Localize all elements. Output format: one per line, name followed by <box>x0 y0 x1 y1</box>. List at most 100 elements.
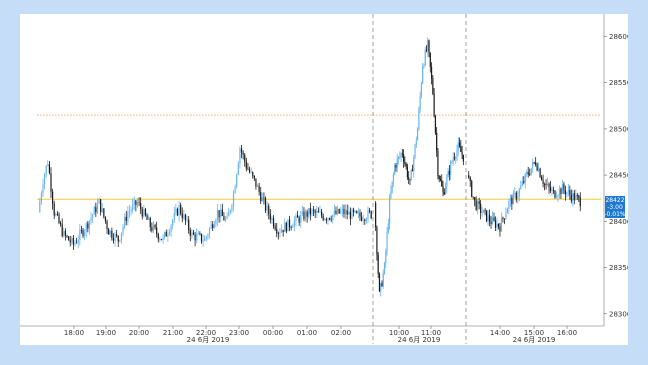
candle <box>296 210 299 218</box>
candle <box>207 233 209 241</box>
candle <box>247 162 249 171</box>
candle <box>317 207 319 213</box>
candle-body <box>45 165 47 175</box>
candle <box>277 231 279 240</box>
candle <box>461 145 463 160</box>
candle <box>208 227 211 239</box>
candle-body <box>44 174 46 185</box>
candle <box>430 62 433 85</box>
candle <box>413 155 415 178</box>
candle <box>156 221 158 238</box>
candle <box>72 235 75 250</box>
candle-body <box>178 204 180 216</box>
candle-body <box>292 226 294 228</box>
y-tick-label: 28450 <box>609 172 628 180</box>
candle <box>540 175 543 181</box>
candle-body <box>573 193 575 201</box>
candle <box>66 234 68 239</box>
candle <box>472 196 474 200</box>
candle-body <box>109 230 111 235</box>
candle <box>159 236 161 243</box>
candle-body <box>343 208 345 215</box>
candle-body <box>236 174 238 187</box>
candle-body <box>210 224 212 229</box>
candle <box>436 127 438 157</box>
candle <box>539 167 541 178</box>
x-tick-label: 23:00 <box>229 329 249 337</box>
candle-body <box>549 187 552 191</box>
candle <box>364 218 366 225</box>
candle <box>437 148 439 180</box>
candle-body <box>437 150 439 176</box>
candle <box>64 228 67 241</box>
candle-body <box>276 229 278 234</box>
candle-body <box>503 218 506 220</box>
candle <box>127 206 129 226</box>
candle-body <box>180 204 182 214</box>
candle-body <box>77 240 79 243</box>
candle <box>322 213 324 222</box>
candle-body <box>122 226 124 233</box>
candle <box>95 202 97 217</box>
candle-body <box>80 230 83 231</box>
candle-body <box>168 232 171 235</box>
candle-body <box>170 225 172 233</box>
candle-body <box>362 219 364 221</box>
candle-body <box>143 208 145 217</box>
x-date-label: 24 6月 2019 <box>187 336 230 344</box>
candle-body <box>191 232 193 236</box>
candle-body <box>413 156 415 172</box>
candle-body <box>390 191 392 199</box>
x-date-label: 24 6月 2019 <box>398 336 441 344</box>
candle-body <box>228 212 230 217</box>
candle <box>414 143 416 160</box>
candle <box>403 149 405 168</box>
candle-body <box>570 194 572 201</box>
candle <box>343 204 345 218</box>
candle <box>256 183 259 187</box>
candle <box>328 217 331 221</box>
last-price-readout-line: -3.00 <box>607 204 623 211</box>
candle-body <box>216 210 219 221</box>
candle <box>517 190 519 204</box>
candle-body <box>375 202 377 228</box>
chart-panel: 28300 28350 28400 28450 28500 28550 28600 18:0… <box>20 14 628 345</box>
candle <box>335 206 337 215</box>
candle <box>499 222 501 237</box>
candle-body <box>320 211 323 216</box>
candle-body <box>221 209 223 216</box>
candle <box>382 269 384 289</box>
candle-body <box>520 185 522 190</box>
candle <box>316 205 318 218</box>
candle-body <box>514 192 516 194</box>
candle-body <box>397 156 400 159</box>
candle-body <box>497 223 500 227</box>
candle-body <box>71 237 73 243</box>
candle <box>293 216 295 232</box>
candle <box>292 223 294 228</box>
candle <box>287 219 289 232</box>
candle-body <box>146 215 148 220</box>
candle-body <box>279 232 281 234</box>
candle <box>570 189 572 204</box>
candle <box>112 233 115 244</box>
candle-body <box>165 232 167 237</box>
candle-body <box>462 154 464 162</box>
candle-body <box>60 223 62 225</box>
candle-body <box>263 197 265 199</box>
candle <box>481 206 483 217</box>
candle-body <box>439 179 442 181</box>
candle <box>551 186 553 196</box>
candle <box>197 230 199 235</box>
candle <box>180 202 182 216</box>
candle-body <box>295 215 297 221</box>
x-tick-label: 10:00 <box>389 329 409 337</box>
candle-body <box>68 236 70 241</box>
candle <box>172 219 174 230</box>
candle <box>427 37 429 57</box>
candle <box>116 229 118 238</box>
candle <box>370 210 372 220</box>
candle <box>485 210 488 223</box>
candle <box>266 201 268 217</box>
last-price-readout-line: 28422 <box>605 197 624 204</box>
